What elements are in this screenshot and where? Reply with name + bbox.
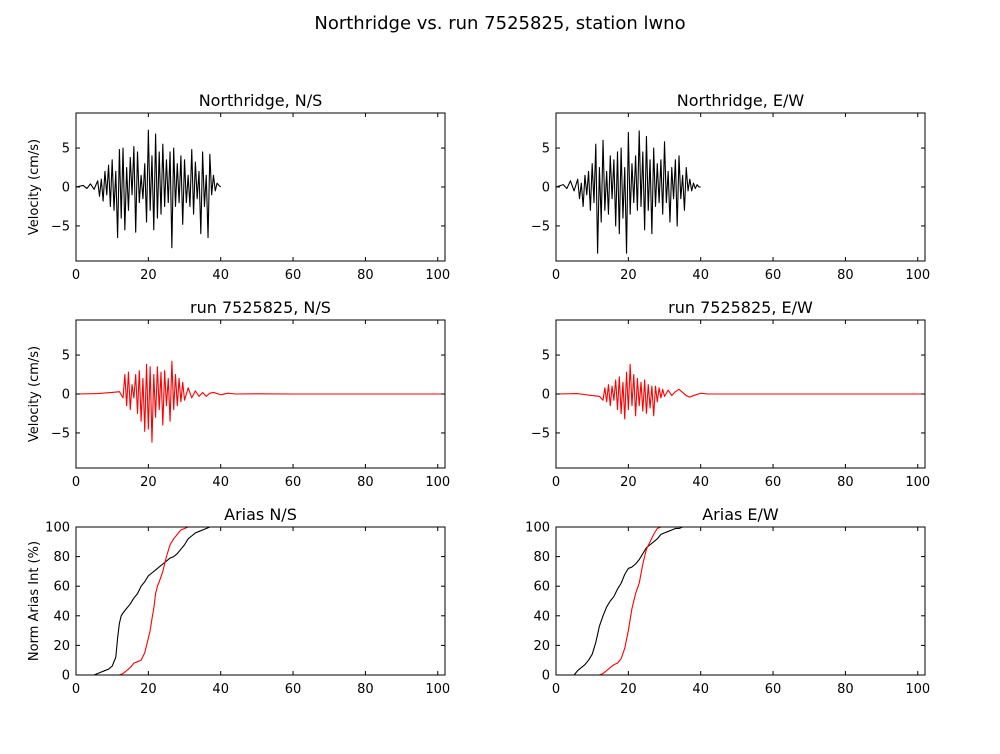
y-tick-label: 5 — [62, 349, 70, 364]
y-tick-label: 60 — [53, 580, 70, 595]
x-tick-label: 80 — [357, 682, 374, 697]
y-tick-label: 80 — [53, 550, 70, 565]
y-tick-label: −5 — [531, 426, 550, 441]
x-tick-label: 20 — [140, 682, 157, 697]
x-tick-label: 100 — [425, 268, 450, 283]
x-tick-label: 40 — [212, 682, 229, 697]
y-tick-label: 20 — [533, 639, 550, 654]
x-tick-label: 40 — [212, 475, 229, 490]
y-axis-label: Velocity (cm/s) — [27, 346, 42, 442]
y-tick-label: 5 — [542, 142, 550, 157]
x-tick-label: 20 — [140, 475, 157, 490]
x-tick-label: 80 — [837, 682, 854, 697]
y-tick-label: 5 — [62, 142, 70, 157]
y-axis-label: Velocity (cm/s) — [27, 139, 42, 235]
x-tick-label: 40 — [212, 268, 229, 283]
y-tick-label: 40 — [53, 609, 70, 624]
y-tick-label: 80 — [533, 550, 550, 565]
x-tick-label: 60 — [285, 268, 302, 283]
subplot-3: 0 20 40 60 80 100 −5 0 5 run 7525825, N/S Velocity… — [27, 298, 450, 490]
y-tick-label: −5 — [531, 219, 550, 234]
subplot-1: 0 20 40 60 80 100 −5 0 5 Northridge, N/S Velocity … — [27, 91, 450, 283]
series-line-1 — [556, 526, 701, 676]
subplot-4: 0 20 40 60 80 100 −5 0 5 run 7525825, E/W — [531, 298, 930, 490]
series-line-1 — [75, 360, 445, 443]
axes-frame — [555, 526, 926, 676]
subplot-title: Northridge, E/W — [677, 91, 805, 110]
subplot-2: 0 20 40 60 80 100 −5 0 5 Northridge, E/W — [531, 91, 930, 283]
subplot-title: Arias N/S — [224, 505, 297, 524]
x-tick-label: 100 — [905, 475, 930, 490]
x-tick-label: 0 — [552, 268, 560, 283]
y-tick-label: 0 — [62, 181, 70, 196]
x-tick-label: 100 — [425, 475, 450, 490]
x-tick-label: 20 — [140, 268, 157, 283]
y-tick-label: 0 — [542, 181, 550, 196]
subplot-title: run 7525825, N/S — [190, 298, 331, 317]
x-tick-label: 40 — [692, 682, 709, 697]
series-line-1 — [76, 526, 221, 676]
y-tick-label: 20 — [53, 639, 70, 654]
series-line-2 — [76, 526, 192, 676]
series-line-2 — [556, 526, 672, 676]
y-tick-label: 100 — [525, 521, 550, 536]
x-tick-label: 0 — [72, 268, 80, 283]
series-line-1 — [75, 129, 222, 249]
subplot-title: Northridge, N/S — [199, 91, 323, 110]
x-tick-label: 60 — [285, 475, 302, 490]
series-line-1 — [555, 363, 925, 420]
figure-title: Northridge vs. run 7525825, station lwno — [314, 13, 685, 34]
x-tick-label: 60 — [765, 682, 782, 697]
x-tick-label: 100 — [905, 682, 930, 697]
y-tick-label: 0 — [62, 388, 70, 403]
y-tick-label: 40 — [533, 609, 550, 624]
y-tick-label: 5 — [542, 349, 550, 364]
subplot-5: 0 20 40 60 80 100 0 20 40 60 80 100 Arias N/S Norm Ar… — [27, 505, 450, 697]
y-tick-label: 0 — [62, 669, 70, 684]
x-tick-label: 80 — [357, 475, 374, 490]
x-tick-label: 60 — [285, 682, 302, 697]
x-tick-label: 80 — [837, 268, 854, 283]
x-tick-label: 60 — [765, 475, 782, 490]
x-tick-label: 0 — [552, 682, 560, 697]
y-tick-label: 60 — [533, 580, 550, 595]
x-tick-label: 40 — [692, 475, 709, 490]
x-tick-label: 20 — [620, 682, 637, 697]
x-tick-label: 60 — [765, 268, 782, 283]
x-tick-label: 100 — [425, 682, 450, 697]
y-tick-label: −5 — [51, 426, 70, 441]
x-tick-label: 100 — [905, 268, 930, 283]
y-tick-label: 100 — [45, 521, 70, 536]
x-tick-label: 80 — [837, 475, 854, 490]
x-tick-label: 0 — [72, 682, 80, 697]
y-tick-label: 0 — [542, 669, 550, 684]
x-tick-label: 20 — [620, 475, 637, 490]
axes-frame — [75, 526, 446, 676]
x-tick-label: 0 — [552, 475, 560, 490]
y-tick-label: 0 — [542, 388, 550, 403]
subplot-title: Arias E/W — [702, 505, 779, 524]
y-axis-label: Norm Arias Int (%) — [27, 541, 42, 661]
y-tick-label: −5 — [51, 219, 70, 234]
x-tick-label: 0 — [72, 475, 80, 490]
x-tick-label: 40 — [692, 268, 709, 283]
subplot-6: 0 20 40 60 80 100 0 20 40 60 80 100 Arias E/W — [525, 505, 930, 697]
x-tick-label: 20 — [620, 268, 637, 283]
subplot-title: run 7525825, E/W — [668, 298, 813, 317]
x-tick-label: 80 — [357, 268, 374, 283]
series-line-1 — [555, 130, 701, 254]
